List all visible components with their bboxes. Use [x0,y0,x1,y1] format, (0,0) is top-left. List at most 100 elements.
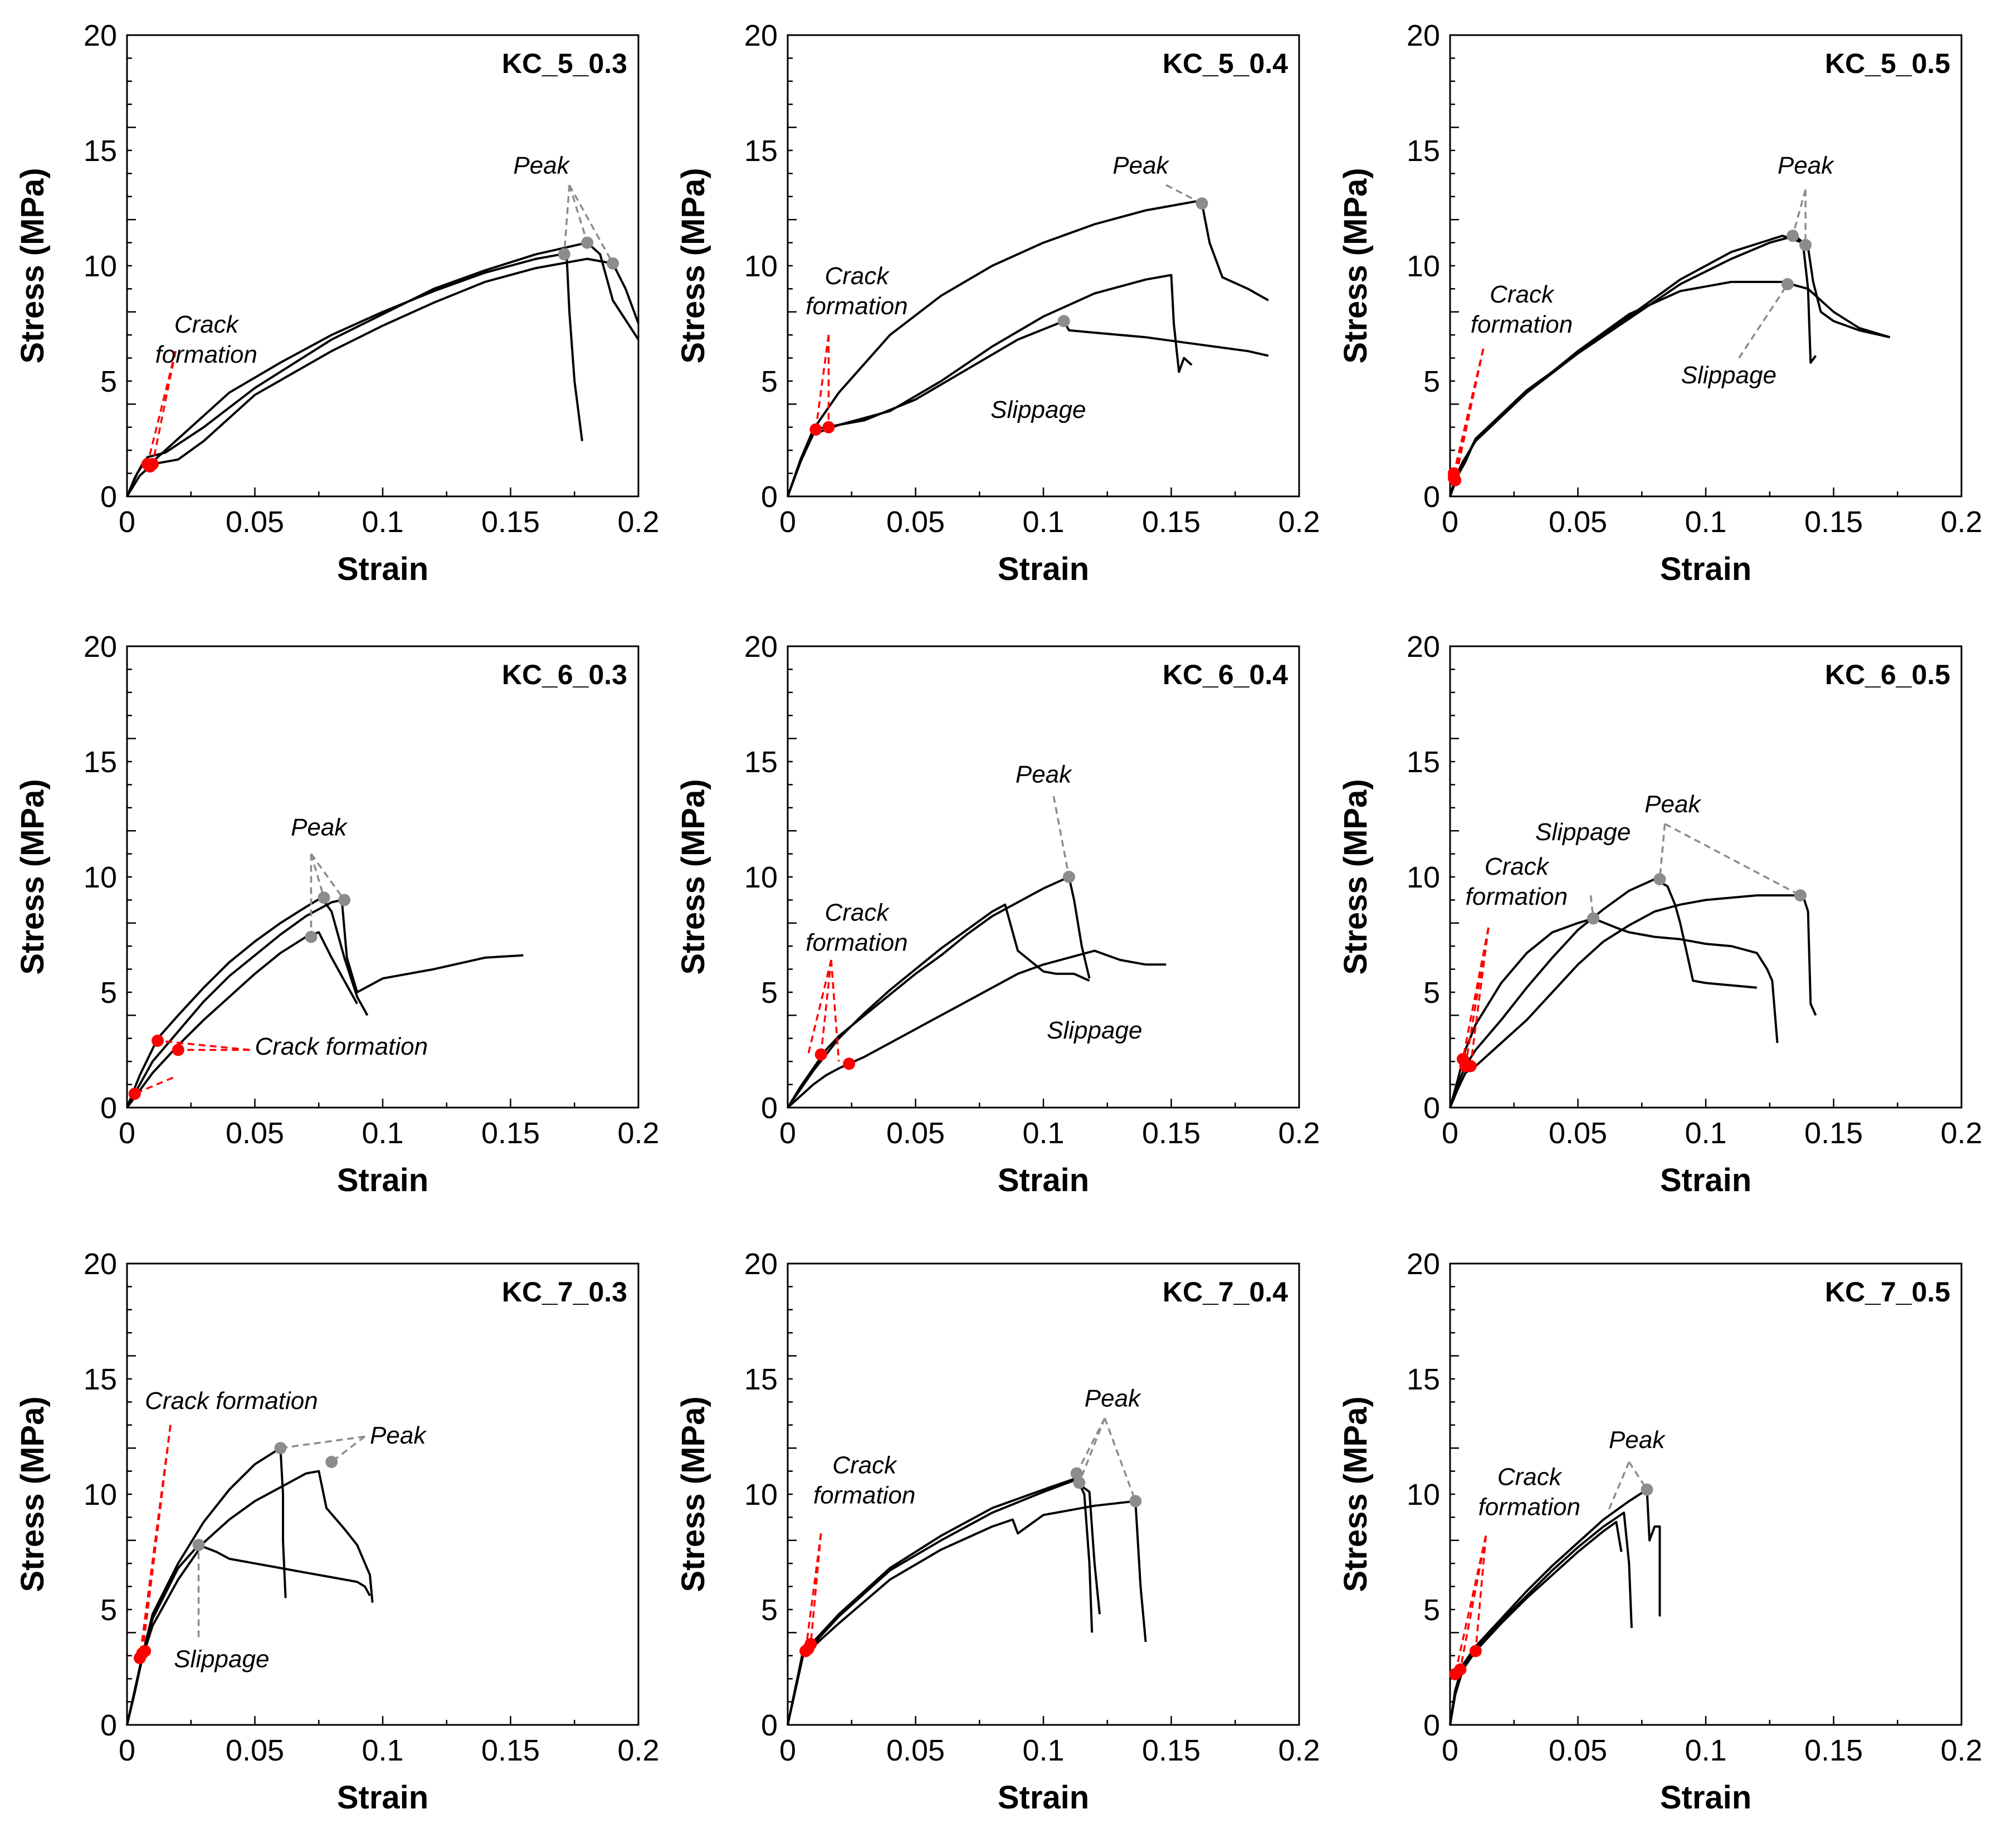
panel-title: KC_6_0.5 [1825,659,1950,690]
y-tick-label: 15 [84,134,117,168]
peak-marker [318,891,330,904]
x-axis-title: Strain [337,551,428,587]
crack-leader-line [809,1533,822,1645]
y-tick-label: 0 [1423,1709,1440,1742]
y-tick-label: 0 [761,480,778,514]
stress-strain-curve [126,896,369,1108]
y-tick-label: 20 [84,19,117,52]
x-tick-label: 0.1 [1685,1734,1726,1767]
y-tick-label: 5 [761,1593,778,1627]
peak-leader-line [1658,823,1666,880]
x-tick-label: 0 [1442,505,1458,539]
peak-annotation-label: Peak [1609,1426,1666,1454]
peak-marker [325,1456,338,1469]
peak-leader-line [1792,189,1807,236]
x-tick-label: 0.15 [481,505,540,539]
y-tick-label: 20 [744,630,778,664]
x-tick-label: 0 [779,1116,796,1150]
crack-leader-line [1475,1535,1487,1651]
y-tick-label: 5 [761,365,778,398]
plot-frame [787,645,1300,1109]
peak-annotation-label: Peak [1085,1385,1141,1412]
panel-title: KC_6_0.3 [502,659,627,690]
x-tick-label: 0.15 [481,1734,540,1767]
y-tick-label: 20 [1407,630,1440,664]
panel-title: KC_7_0.5 [1825,1276,1950,1308]
y-tick-label: 10 [744,250,778,283]
crack-marker [128,1088,141,1100]
peak-leader-line [568,184,588,243]
peak-leader-line [1607,1461,1630,1511]
crack-leader-line [1454,348,1485,481]
crack-leader-line [1453,348,1485,474]
x-tick-label: 0.15 [1142,1116,1200,1150]
y-axis-title: Stress (MPa) [675,168,711,363]
peak-marker [1073,1476,1086,1489]
x-tick-label: 0.15 [1142,1734,1200,1767]
y-tick-label: 15 [1407,134,1440,168]
panel-title: KC_5_0.5 [1825,48,1950,79]
crack-marker [1464,1060,1477,1072]
x-tick-label: 0.05 [1549,1734,1607,1767]
peak-leader-line [1104,1417,1136,1502]
y-tick-label: 10 [84,250,117,283]
crack-leader-line [147,350,177,465]
y-tick-label: 10 [744,861,778,894]
chart-panel: 0 5 10 15 20 0 0.05 0.1 0.15 0.2 Strain Stress (MPa… [675,19,1320,587]
slip-leader-line [1589,895,1594,919]
y-axis-title: Stress (MPa) [1338,168,1374,363]
stress-strain-curve [1449,1511,1633,1725]
peak-marker [1641,1483,1653,1496]
x-tick-label: 0.05 [226,1734,284,1767]
y-tick-label: 10 [1407,861,1440,894]
y-tick-label: 15 [84,1363,117,1396]
crack-annotation-label: formation [1478,1493,1580,1520]
x-tick-label: 0.1 [362,505,403,539]
y-axis-title: Stress (MPa) [1338,1396,1374,1592]
x-tick-label: 0.15 [1804,1734,1863,1767]
peak-marker [581,236,594,249]
x-tick-label: 0.15 [1804,1116,1863,1150]
stress-strain-curve [126,253,583,497]
slip-leader-line [1738,284,1789,359]
y-tick-label: 0 [100,1091,117,1125]
stress-strain-curve [126,1470,374,1725]
x-tick-label: 0.1 [1022,1734,1064,1767]
crack-leader-line [157,1040,250,1051]
crack-leader-line [819,959,832,1055]
crack-marker [152,1034,164,1047]
slippage-marker [1587,912,1600,925]
peak-annotation-label: Peak [513,152,570,179]
panel-title: KC_7_0.4 [1163,1276,1288,1308]
crack-marker [1454,1663,1467,1676]
crack-marker [843,1057,856,1070]
peak-annotation-label: Peak [1778,152,1834,179]
y-tick-label: 0 [761,1709,778,1742]
panel-title: KC_6_0.4 [1163,659,1288,690]
slip-annotation-label: Slippage [1047,1017,1142,1044]
peak-leader-line [1078,1417,1106,1483]
x-axis-title: Strain [1660,1162,1751,1198]
peak-marker [1070,1467,1083,1480]
chart-panel: 0 5 10 15 20 0 0.05 0.1 0.15 0.2 Strain Stress (MPa… [675,1247,1320,1816]
crack-leader-line [134,1076,174,1095]
crack-annotation-label: Crack formation [255,1033,428,1060]
peak-annotation-label: Peak [291,813,348,841]
x-tick-label: 0.05 [886,1734,945,1767]
y-tick-label: 15 [84,745,117,779]
stress-strain-curve [126,257,640,498]
crack-leader-line [807,959,832,1055]
y-tick-label: 5 [1423,1593,1440,1627]
slip-annotation-label: Slippage [174,1646,269,1673]
peak-leader-line [563,184,570,255]
y-axis-title: Stress (MPa) [675,779,711,974]
peak-leader-line [1664,823,1801,896]
peak-annotation-label: Peak [1112,152,1169,179]
stress-strain-curve [126,241,640,497]
x-tick-label: 0.05 [886,505,945,539]
crack-annotation-label: Crack [832,1452,897,1479]
peak-marker [1794,889,1807,902]
x-axis-title: Strain [998,551,1089,587]
x-tick-label: 0 [1442,1734,1458,1767]
